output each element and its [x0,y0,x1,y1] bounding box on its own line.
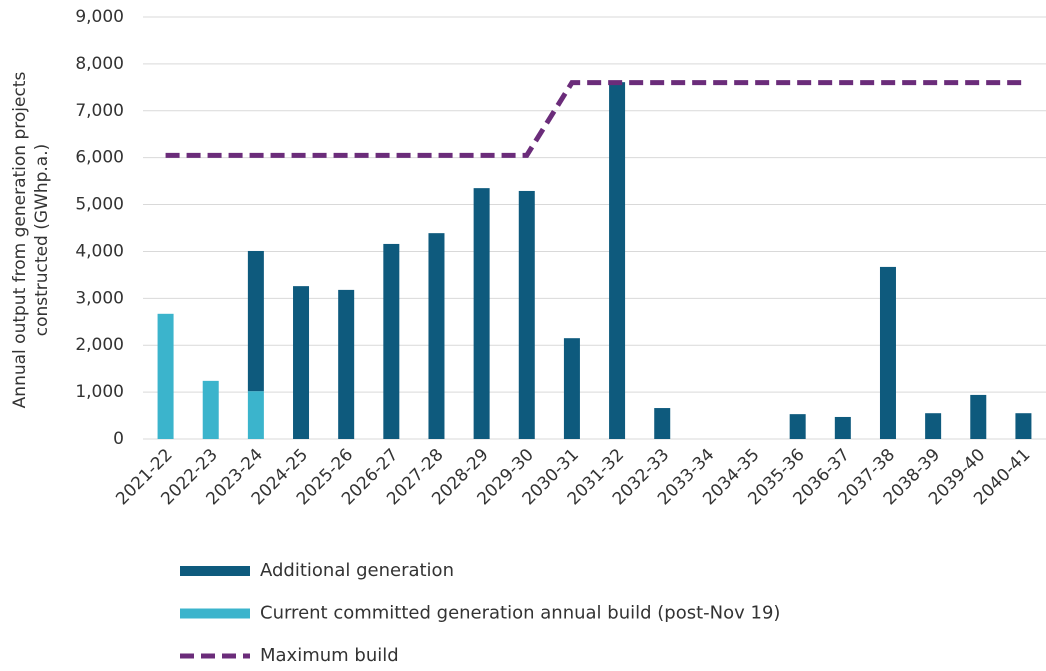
y-tick-label: 4,000 [75,241,124,261]
bar [789,414,806,439]
y-tick-label: 9,000 [75,7,124,27]
bar [247,391,264,439]
y-tick-label: 5,000 [75,195,124,215]
legend-swatch [180,566,250,576]
bar [428,233,445,439]
bar [925,413,942,439]
y-axis-title: constructed (GWhp.a.) [32,144,52,337]
y-tick-label: 8,000 [75,54,124,74]
bar [1015,413,1032,439]
bar [654,408,671,439]
legend-label: Additional generation [260,560,454,581]
legend-label: Maximum build [260,645,399,666]
bar [338,289,355,439]
bar [563,338,580,439]
line [165,80,1024,158]
bar [970,394,987,439]
bar [609,82,626,440]
bar [518,190,535,439]
bar [247,250,264,392]
y-tick-label: 2,000 [75,335,124,355]
y-tick-label: 3,000 [75,288,124,308]
legend-label: Current committed generation annual buil… [260,603,780,624]
bar [473,188,490,439]
bar [157,313,174,439]
legend-swatch [180,608,250,619]
y-tick-label: 6,000 [75,148,124,168]
bar [383,243,400,439]
y-tick-label: 1,000 [75,382,124,402]
bar [834,416,851,439]
y-tick-label: 7,000 [75,101,124,121]
bar [879,266,896,439]
y-tick-label: 0 [113,429,124,449]
bar [202,380,219,439]
bar [293,286,310,439]
y-axis-title: Annual output from generation projects [10,72,30,409]
